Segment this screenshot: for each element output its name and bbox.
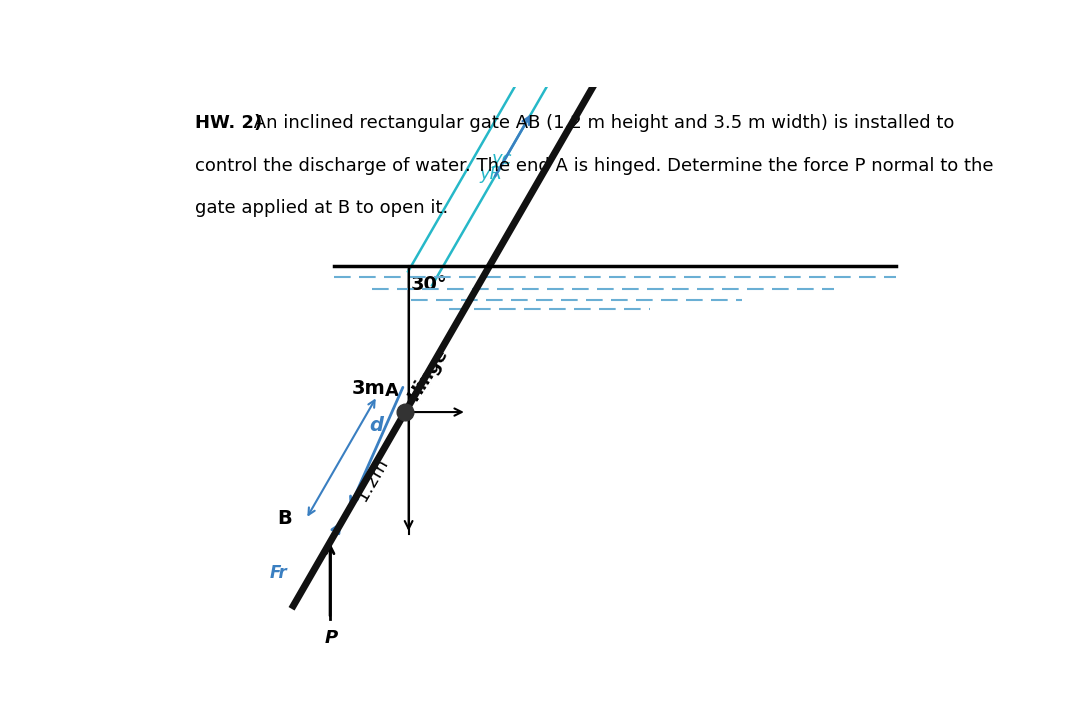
Text: An inclined rectangular gate AB (1.2 m height and 3.5 m width) is installed to: An inclined rectangular gate AB (1.2 m h… — [248, 114, 954, 132]
Text: P: P — [325, 629, 338, 647]
Text: yc: yc — [492, 150, 513, 167]
Text: 30°: 30° — [410, 275, 447, 294]
Text: control the discharge of water. The end A is hinged. Determine the force P norma: control the discharge of water. The end … — [195, 156, 994, 174]
Text: A: A — [385, 381, 399, 399]
Text: 1.2m: 1.2m — [353, 455, 392, 503]
Text: 3m: 3m — [352, 379, 385, 398]
Text: B: B — [277, 509, 291, 528]
Text: Hinge: Hinge — [405, 345, 452, 404]
Text: yR: yR — [479, 165, 503, 183]
Text: gate applied at B to open it.: gate applied at B to open it. — [195, 199, 449, 217]
Text: Fr: Fr — [270, 564, 288, 582]
Text: d: d — [369, 416, 383, 435]
Text: HW. 2): HW. 2) — [195, 114, 262, 132]
